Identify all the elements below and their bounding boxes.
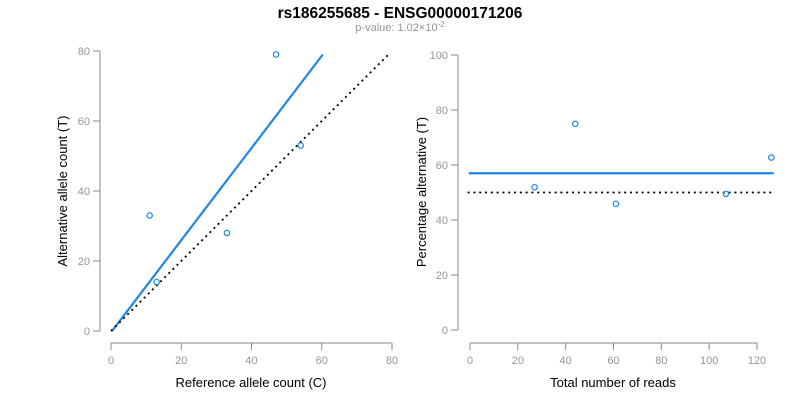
y-tick-label: 100 [430,50,448,62]
x-tick-label: 80 [386,355,398,367]
data-point [146,212,153,219]
data-point [153,278,160,286]
right-panel-percentage: 0 20 40 60 80 100 0 20 40 60 80 100 120 [430,50,775,367]
y-tick-label: 80 [78,46,90,58]
data-point [768,154,775,161]
data-point [571,120,579,128]
data-point [272,51,280,58]
y-tick-label: 60 [436,160,448,172]
y-tick-label: 40 [78,186,90,198]
x-tick-label: 100 [700,355,718,367]
x-tick-label: 0 [108,355,114,367]
x-tick-label: 120 [748,355,766,367]
left-x-axis-label: Reference allele count (C) [175,375,327,390]
y-tick-label: 20 [78,256,90,268]
x-tick-label: 0 [467,355,473,367]
pvalue-text: p-value: 1.02×10 [355,22,438,34]
x-tick-label: 20 [175,355,187,367]
x-tick-label: 40 [245,355,257,367]
x-tick-label: 20 [512,355,524,367]
data-point [297,142,304,149]
x-tick-label: 60 [316,355,328,367]
plot-title: rs186255685 - ENSG00000171206 [277,5,523,22]
identity-reference-line [110,52,391,332]
data-point [722,190,730,198]
right-y-axis-label: Percentage alternative (T) [414,116,429,268]
data-point [223,229,231,237]
right-x-axis-label: Total number of reads [550,375,676,390]
x-tick-label: 60 [607,355,619,367]
y-tick-label: 20 [436,270,448,282]
pvalue-exponent: -2 [437,20,445,29]
fitted-allelic-ratio-line [111,53,324,332]
plot-subtitle: p-value: 1.02×10-2 [0,20,800,34]
x-tick-label: 80 [655,355,667,367]
x-tick-label: 40 [560,355,572,367]
data-point [612,200,620,208]
y-tick-label: 80 [436,105,448,117]
y-tick-label: 0 [84,326,90,338]
y-tick-label: 40 [436,215,448,227]
left-panel-allele-counts: 0 20 40 60 80 0 20 40 60 80 [78,46,398,367]
y-tick-label: 60 [78,116,90,128]
y-tick-label: 0 [442,325,448,337]
data-point [531,183,538,191]
left-y-axis-label: Alternative allele count (T) [55,115,70,267]
